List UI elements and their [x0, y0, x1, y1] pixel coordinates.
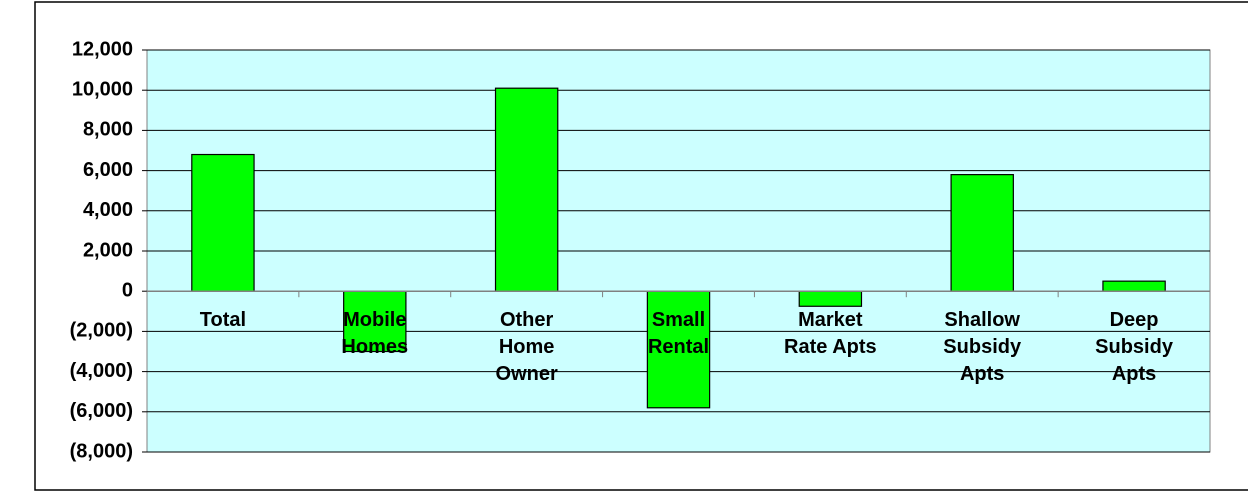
- y-tick-label: 10,000: [72, 78, 133, 100]
- y-tick-label: 0: [122, 279, 133, 301]
- bar: [191, 153, 255, 292]
- bar: [950, 174, 1014, 292]
- x-tick-label: Other Home Owner: [495, 309, 558, 386]
- y-tick-label: (8,000): [70, 440, 133, 462]
- x-tick-label: Shallow Subsidy Apts: [943, 309, 1022, 386]
- x-tick-label: Market Rate Apts: [784, 309, 877, 359]
- y-tick-label: 8,000: [83, 119, 133, 141]
- x-tick-label: Total: [199, 309, 247, 332]
- bar: [798, 290, 863, 307]
- bar: [1102, 280, 1166, 292]
- y-tick-label: (2,000): [70, 320, 133, 342]
- y-tick-label: 6,000: [83, 159, 133, 181]
- y-tick-label: (6,000): [70, 400, 133, 422]
- y-tick-label: (4,000): [70, 360, 133, 382]
- chart-frame: [34, 1, 1248, 491]
- x-tick-label: Deep Subsidy Apts: [1095, 309, 1173, 386]
- y-tick-label: 4,000: [83, 199, 133, 221]
- y-tick-label: 12,000: [72, 38, 133, 60]
- bar: [646, 290, 711, 409]
- y-tick-label: 2,000: [83, 239, 133, 261]
- x-tick-label: Mobile Homes: [341, 309, 409, 359]
- x-tick-label: Small Rental: [647, 309, 710, 359]
- bar: [343, 290, 407, 353]
- bar: [494, 87, 559, 292]
